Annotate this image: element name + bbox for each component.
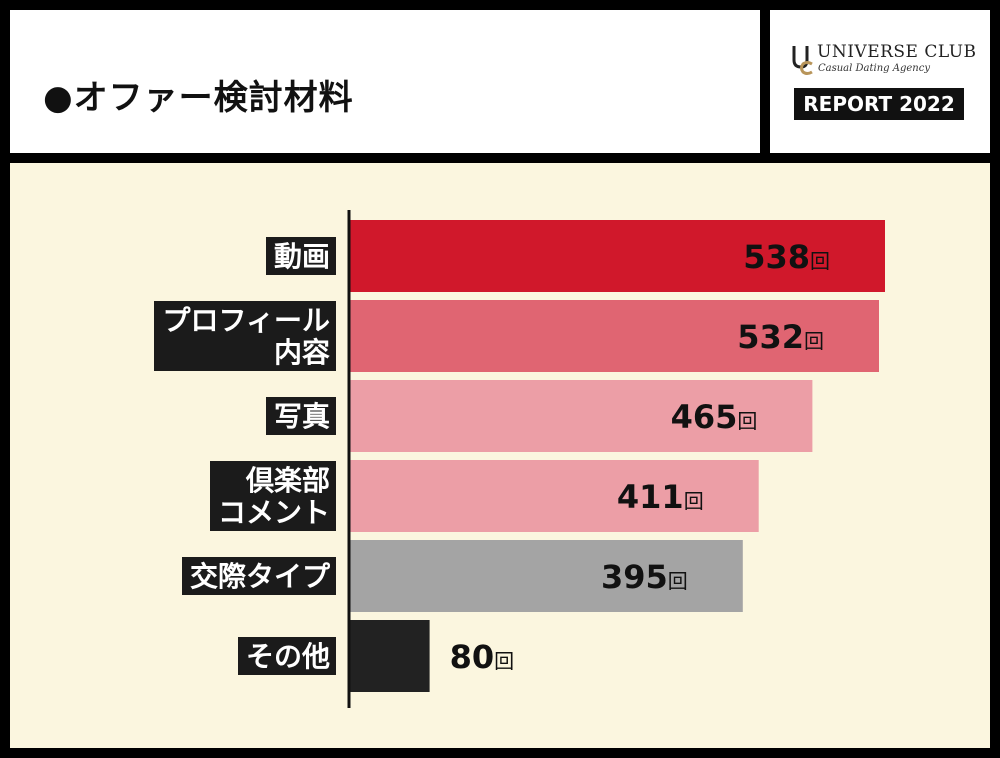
title-panel: ●オファー検討材料 xyxy=(10,10,760,153)
category-label-bg xyxy=(154,301,336,371)
brand-name: UNIVERSE CLUB xyxy=(817,42,977,62)
bar xyxy=(350,460,759,532)
bar-value-label: 532回 xyxy=(737,318,824,356)
category-label: その他 xyxy=(246,640,330,673)
uc-monogram-icon xyxy=(792,46,813,75)
bar xyxy=(350,300,879,372)
bar-value-label: 80回 xyxy=(450,638,515,676)
category-label-bg xyxy=(266,237,336,275)
brand-panel: UNIVERSE CLUB Casual Dating Agency REPOR… xyxy=(770,10,990,153)
category-label-bg xyxy=(266,397,336,435)
category-label: 写真 xyxy=(274,400,330,433)
chart-panel: 538回 動画 532回 プロフィール内容 465回 写真 411回 倶楽部コメント 395回 交… xyxy=(10,163,990,748)
category-label-bg xyxy=(182,557,336,595)
bar-value-label: 465回 xyxy=(671,398,758,436)
category-label-bg xyxy=(238,637,336,675)
bar-value-label: 538回 xyxy=(743,238,830,276)
category-label: 交際タイプ xyxy=(190,560,331,593)
category-label: 倶楽部コメント xyxy=(218,464,330,529)
bar xyxy=(350,220,885,292)
bar-value-label: 395回 xyxy=(601,558,688,596)
bar-chart: 538回 動画 532回 プロフィール内容 465回 写真 411回 倶楽部コメント 395回 交… xyxy=(154,210,885,708)
page-title: ●オファー検討材料 xyxy=(43,78,354,118)
category-label: 動画 xyxy=(274,240,330,273)
brand-tagline: Casual Dating Agency xyxy=(818,63,930,74)
bar xyxy=(350,380,813,452)
bar xyxy=(350,540,743,612)
bar-value-label: 411回 xyxy=(617,478,704,516)
report-badge: REPORT 2022 xyxy=(794,88,964,120)
category-label-bg xyxy=(210,461,336,531)
category-label: プロフィール内容 xyxy=(163,304,330,369)
bar xyxy=(350,620,430,692)
